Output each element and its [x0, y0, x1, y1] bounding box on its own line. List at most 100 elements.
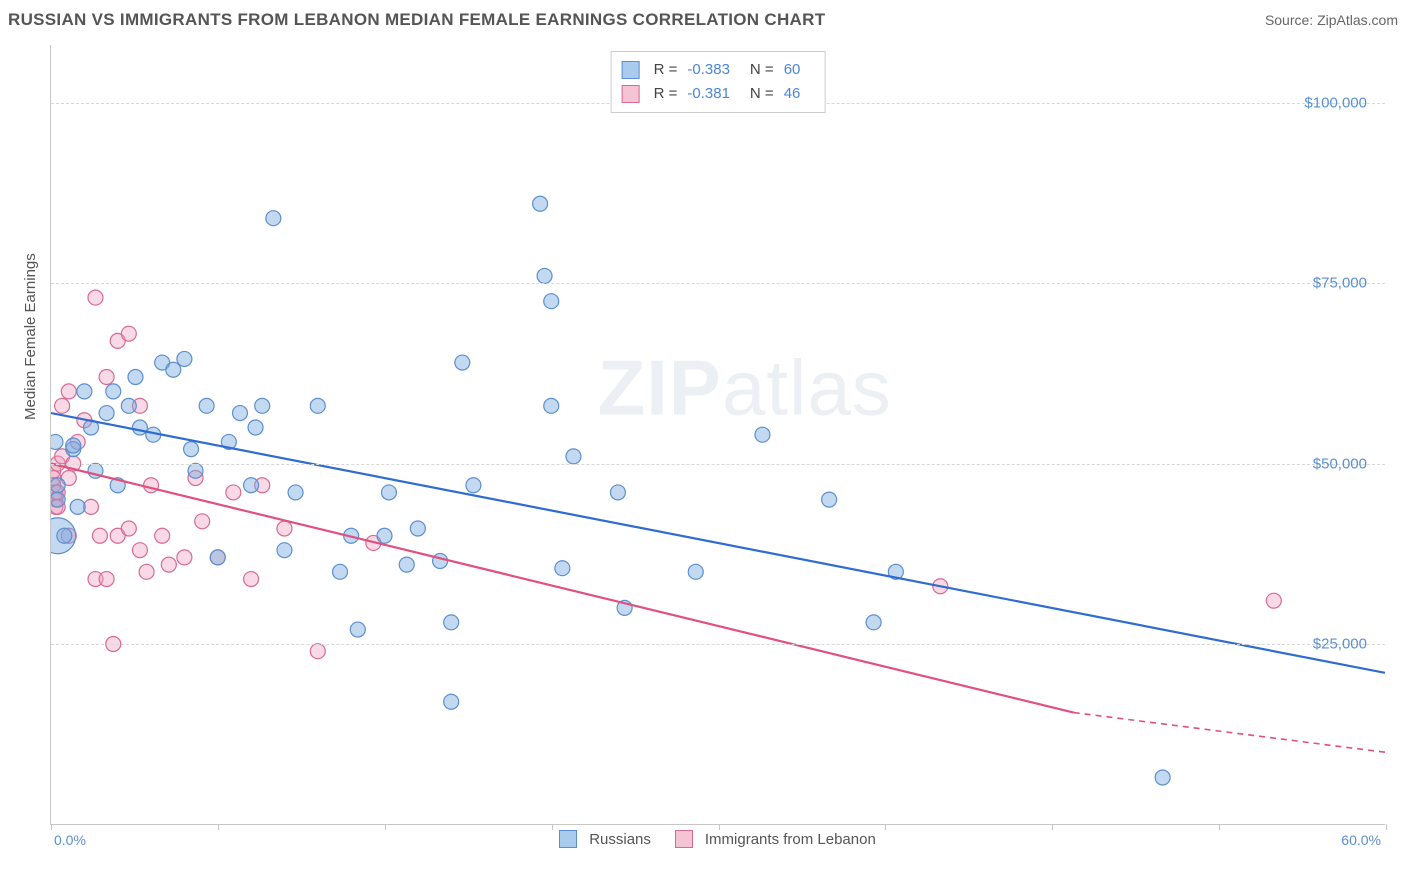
data-point-russians	[70, 499, 85, 514]
trend-line-russians	[51, 413, 1385, 673]
data-point-russians	[755, 427, 770, 442]
data-point-lebanon	[55, 398, 70, 413]
legend-item-russians: Russians	[559, 830, 651, 848]
scatter-svg	[51, 45, 1385, 824]
data-point-lebanon	[244, 572, 259, 587]
data-point-russians	[544, 398, 559, 413]
data-point-russians	[350, 622, 365, 637]
data-point-russians	[51, 434, 63, 449]
legend-label-lebanon: Immigrants from Lebanon	[705, 831, 876, 848]
swatch-lebanon-icon	[675, 830, 693, 848]
data-point-russians	[822, 492, 837, 507]
data-point-russians	[610, 485, 625, 500]
data-point-lebanon	[61, 384, 76, 399]
correlation-legend: R = -0.383 N = 60 R = -0.381 N = 46	[611, 51, 826, 113]
data-point-russians	[381, 485, 396, 500]
data-point-russians	[277, 543, 292, 558]
data-point-lebanon	[139, 564, 154, 579]
data-point-russians	[106, 384, 121, 399]
data-point-russians	[51, 478, 65, 493]
x-tick	[1386, 824, 1387, 830]
data-point-russians	[184, 442, 199, 457]
n-label: N =	[750, 82, 774, 106]
data-point-russians	[466, 478, 481, 493]
data-point-russians	[166, 362, 181, 377]
data-point-lebanon	[88, 290, 103, 305]
swatch-lebanon	[622, 85, 640, 103]
n-label: N =	[750, 58, 774, 82]
data-point-russians	[177, 351, 192, 366]
r-label: R =	[654, 82, 678, 106]
trend-line-extended-lebanon	[1074, 713, 1385, 753]
data-point-lebanon	[121, 326, 136, 341]
data-point-russians	[410, 521, 425, 536]
grid-line	[51, 644, 1385, 645]
data-point-russians	[537, 268, 552, 283]
grid-line	[51, 283, 1385, 284]
grid-line	[51, 464, 1385, 465]
data-point-russians	[248, 420, 263, 435]
data-point-lebanon	[155, 528, 170, 543]
data-point-lebanon	[99, 369, 114, 384]
data-point-russians	[77, 384, 92, 399]
legend-label-russians: Russians	[589, 831, 651, 848]
data-point-russians	[688, 564, 703, 579]
series-legend: Russians Immigrants from Lebanon	[50, 830, 1385, 848]
data-point-lebanon	[161, 557, 176, 572]
data-point-russians	[333, 564, 348, 579]
data-point-lebanon	[121, 521, 136, 536]
trend-line-lebanon	[51, 464, 1074, 713]
data-point-russians	[51, 492, 65, 507]
data-point-lebanon	[1266, 593, 1281, 608]
data-point-lebanon	[144, 478, 159, 493]
page-title: RUSSIAN VS IMMIGRANTS FROM LEBANON MEDIA…	[8, 10, 825, 30]
y-tick-label: $100,000	[1304, 94, 1367, 111]
data-point-russians	[210, 550, 225, 565]
data-point-russians	[444, 615, 459, 630]
data-point-russians	[377, 528, 392, 543]
data-point-russians	[533, 196, 548, 211]
y-tick-label: $50,000	[1313, 455, 1367, 472]
r-value-russians: -0.383	[687, 58, 730, 82]
data-point-russians	[288, 485, 303, 500]
data-point-russians	[121, 398, 136, 413]
data-point-lebanon	[92, 528, 107, 543]
legend-row-russians: R = -0.383 N = 60	[622, 58, 811, 82]
data-point-russians	[244, 478, 259, 493]
data-point-russians	[128, 369, 143, 384]
swatch-russians	[622, 61, 640, 79]
data-point-russians	[433, 554, 448, 569]
y-tick-label: $75,000	[1313, 275, 1367, 292]
data-point-russians	[199, 398, 214, 413]
y-axis-title: Median Female Earnings	[22, 253, 39, 420]
chart-plot-area: ZIPatlas $25,000$50,000$75,000$100,000 R…	[50, 45, 1385, 825]
data-point-russians	[444, 694, 459, 709]
data-point-russians	[555, 561, 570, 576]
data-point-russians	[1155, 770, 1170, 785]
data-point-lebanon	[226, 485, 241, 500]
data-point-russians	[455, 355, 470, 370]
data-point-russians	[188, 463, 203, 478]
data-point-lebanon	[310, 644, 325, 659]
data-point-russians	[255, 398, 270, 413]
data-point-lebanon	[177, 550, 192, 565]
data-point-russians	[866, 615, 881, 630]
data-point-russians	[566, 449, 581, 464]
data-point-russians	[399, 557, 414, 572]
swatch-russians-icon	[559, 830, 577, 848]
header-bar: RUSSIAN VS IMMIGRANTS FROM LEBANON MEDIA…	[8, 10, 1398, 30]
data-point-russians	[132, 420, 147, 435]
source-name: ZipAtlas.com	[1317, 12, 1398, 28]
r-value-lebanon: -0.381	[687, 82, 730, 106]
data-point-russians	[544, 294, 559, 309]
n-value-russians: 60	[784, 58, 801, 82]
data-point-lebanon	[132, 543, 147, 558]
data-point-russians	[266, 211, 281, 226]
data-point-russians	[99, 406, 114, 421]
r-label: R =	[654, 58, 678, 82]
data-point-russians	[57, 528, 72, 543]
legend-item-lebanon: Immigrants from Lebanon	[675, 830, 876, 848]
y-tick-label: $25,000	[1313, 636, 1367, 653]
source-attribution: Source: ZipAtlas.com	[1265, 12, 1398, 28]
data-point-lebanon	[277, 521, 292, 536]
